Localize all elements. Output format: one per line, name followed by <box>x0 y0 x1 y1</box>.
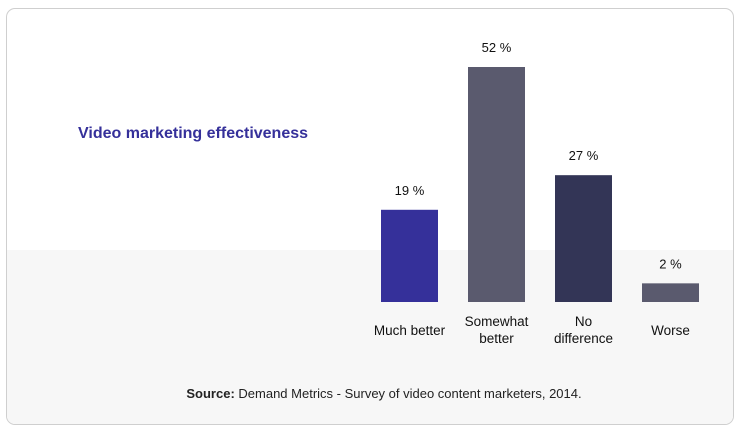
source-note: Source: Demand Metrics - Survey of video… <box>7 386 733 401</box>
value-label: 19 % <box>395 183 425 198</box>
value-label: 2 % <box>659 256 682 271</box>
value-label: 27 % <box>569 148 599 163</box>
bar <box>381 209 438 302</box>
category-label: No <box>575 314 592 329</box>
category-label: Somewhat <box>465 314 529 329</box>
bar <box>555 175 612 302</box>
bar <box>468 67 525 302</box>
chart-card: Video marketing effectiveness 19 % Much b… <box>6 8 734 425</box>
value-label: 52 % <box>482 40 512 55</box>
category-label: Worse <box>651 323 690 338</box>
category-label: Much better <box>374 323 446 338</box>
bar-chart: 19 % Much better 52 % Somewhat better 27 % No d… <box>374 40 699 346</box>
source-text: Demand Metrics - Survey of video content… <box>234 386 582 401</box>
category-label: better <box>479 331 514 346</box>
bar <box>642 283 699 302</box>
category-label: difference <box>554 331 613 346</box>
source-label: Source: <box>186 386 235 401</box>
chart-title: Video marketing effectiveness <box>78 125 309 142</box>
